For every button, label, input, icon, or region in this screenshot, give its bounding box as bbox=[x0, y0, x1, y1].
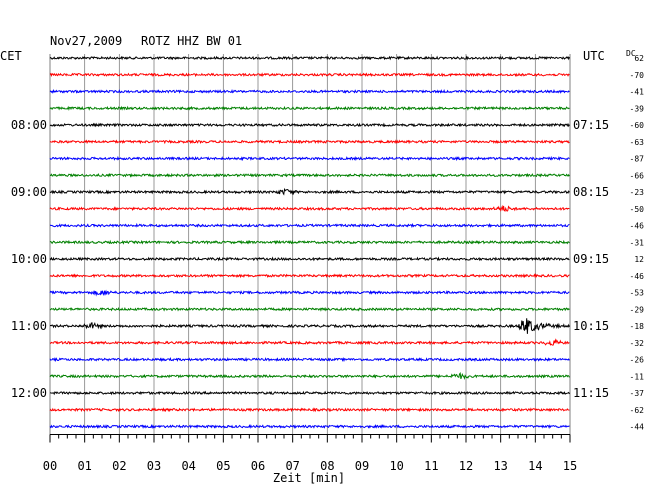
trace-17 bbox=[49, 338, 570, 346]
dc-offset-label: -46 bbox=[630, 272, 645, 281]
right-hour-label: 10:15 bbox=[573, 319, 609, 333]
dc-offset-label: -41 bbox=[630, 88, 645, 97]
dc-offset-label: -31 bbox=[630, 238, 645, 247]
dc-offset-label: -37 bbox=[630, 389, 645, 398]
dc-offset-label: -87 bbox=[630, 155, 645, 164]
x-tick-label: 12 bbox=[459, 459, 473, 473]
trace-6 bbox=[49, 155, 570, 162]
left-timezone: CET bbox=[0, 49, 22, 63]
station-code: ROTZ HHZ BW 01 bbox=[141, 34, 242, 48]
dc-offset-label: -23 bbox=[630, 188, 645, 197]
trace-5 bbox=[49, 139, 570, 145]
x-tick-label: 06 bbox=[251, 459, 265, 473]
seismic-traces bbox=[49, 55, 570, 429]
trace-14 bbox=[49, 289, 570, 297]
trace-9 bbox=[49, 204, 570, 212]
x-tick-label: 15 bbox=[563, 459, 577, 473]
left-hour-label: 10:00 bbox=[11, 252, 47, 266]
trace-18 bbox=[49, 356, 570, 363]
dc-offset-labels: 62 -70 -41 -39 -60 -63 -87 -66 -23 -50 -46 -31 12 -46… bbox=[630, 54, 645, 432]
trace-8 bbox=[49, 187, 570, 196]
dc-offset-label: -53 bbox=[630, 289, 645, 298]
trace-15 bbox=[49, 306, 570, 312]
x-tick-label: 02 bbox=[112, 459, 126, 473]
x-tick-label: 10 bbox=[389, 459, 403, 473]
x-tick-label: 08 bbox=[320, 459, 334, 473]
right-hour-labels: 07:15 08:15 09:15 10:15 11:15 bbox=[573, 118, 609, 400]
dc-offset-label: 62 bbox=[634, 54, 644, 63]
x-axis-label: Zeit [min] bbox=[273, 471, 345, 485]
x-tick-label: 13 bbox=[493, 459, 507, 473]
right-hour-label: 09:15 bbox=[573, 252, 609, 266]
offset-header: DC bbox=[626, 49, 636, 58]
trace-0 bbox=[49, 55, 570, 61]
dc-offset-label: -32 bbox=[630, 339, 645, 348]
dc-offset-label: -29 bbox=[630, 305, 645, 314]
x-tick-label: 04 bbox=[181, 459, 195, 473]
trace-2 bbox=[49, 88, 570, 94]
dc-offset-label: -18 bbox=[630, 322, 645, 331]
dc-offset-label: -50 bbox=[630, 205, 645, 214]
dc-offset-label: -46 bbox=[630, 222, 645, 231]
dc-offset-label: -26 bbox=[630, 356, 645, 365]
trace-21 bbox=[49, 407, 570, 413]
trace-12 bbox=[49, 256, 570, 262]
trace-20 bbox=[49, 390, 570, 396]
x-tick-label: 00 bbox=[43, 459, 57, 473]
x-tick-label: 03 bbox=[147, 459, 161, 473]
left-hour-label: 09:00 bbox=[11, 185, 47, 199]
trace-3 bbox=[49, 105, 570, 111]
right-hour-label: 07:15 bbox=[573, 118, 609, 132]
trace-11 bbox=[49, 239, 570, 245]
right-hour-label: 11:15 bbox=[573, 386, 609, 400]
trace-19 bbox=[49, 372, 570, 381]
dc-offset-label: 12 bbox=[634, 255, 644, 264]
dc-offset-label: -39 bbox=[630, 104, 645, 113]
x-tick-label: 01 bbox=[77, 459, 91, 473]
trace-4 bbox=[49, 122, 570, 128]
x-axis-ticks: 00 01 02 03 04 05 06 07 08 09 10 11 12 13 14 15 bbox=[43, 434, 577, 473]
dc-offset-label: -11 bbox=[630, 372, 645, 381]
recording-date: Nov27,2009 bbox=[50, 34, 122, 48]
trace-16 bbox=[49, 318, 570, 334]
trace-7 bbox=[49, 172, 570, 178]
dc-offset-label: -60 bbox=[630, 121, 645, 130]
left-hour-label: 08:00 bbox=[11, 118, 47, 132]
dc-offset-label: -63 bbox=[630, 138, 645, 147]
right-hour-label: 08:15 bbox=[573, 185, 609, 199]
trace-22 bbox=[49, 423, 570, 429]
dc-offset-label: -44 bbox=[630, 423, 645, 432]
x-tick-label: 07 bbox=[285, 459, 299, 473]
x-tick-label: 09 bbox=[355, 459, 369, 473]
x-tick-label: 11 bbox=[424, 459, 438, 473]
right-timezone: UTC bbox=[583, 49, 605, 63]
dc-offset-label: -66 bbox=[630, 171, 645, 180]
x-tick-label: 14 bbox=[528, 459, 542, 473]
dc-offset-label: -70 bbox=[630, 71, 645, 80]
trace-1 bbox=[49, 72, 570, 78]
trace-10 bbox=[49, 222, 570, 229]
x-tick-label: 05 bbox=[216, 459, 230, 473]
left-hour-label: 12:00 bbox=[11, 386, 47, 400]
left-hour-label: 11:00 bbox=[11, 319, 47, 333]
trace-13 bbox=[49, 273, 570, 279]
dc-offset-label: -62 bbox=[630, 406, 645, 415]
left-hour-labels: 08:00 09:00 10:00 11:00 12:00 bbox=[11, 118, 47, 400]
